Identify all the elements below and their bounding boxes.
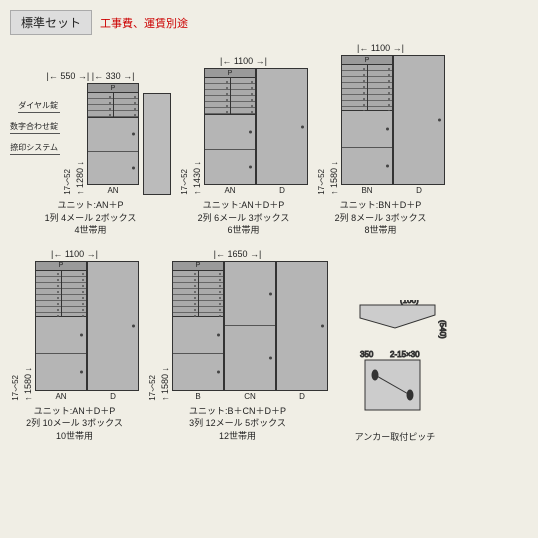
svg-text:350: 350 (360, 350, 374, 359)
svg-text:(100): (100) (400, 300, 419, 305)
title: 標準セット (10, 10, 92, 35)
svg-text:(540): (540) (438, 320, 447, 339)
header-note: 工事費、運賃別途 (100, 15, 188, 31)
svg-text:2-15×30: 2-15×30 (390, 350, 420, 359)
